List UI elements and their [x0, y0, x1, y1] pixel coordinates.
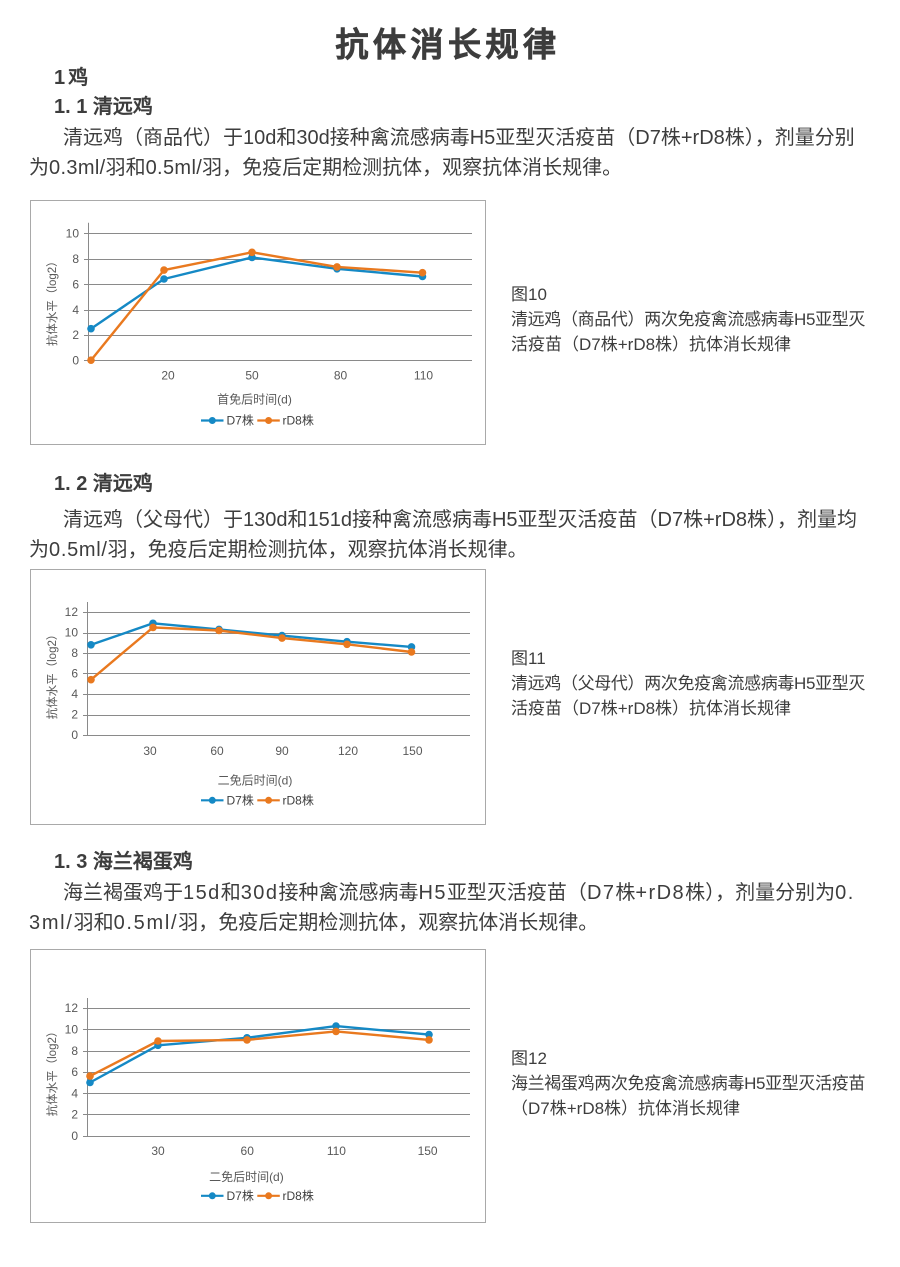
svg-text:6: 6: [71, 667, 78, 681]
svg-text:0: 0: [71, 728, 78, 742]
svg-text:80: 80: [334, 369, 348, 383]
svg-text:2: 2: [72, 328, 79, 342]
svg-text:4: 4: [72, 303, 79, 317]
svg-text:0: 0: [72, 354, 79, 368]
svg-text:rD8株: rD8株: [283, 793, 314, 808]
svg-text:120: 120: [338, 744, 358, 758]
svg-text:首免后时间(d): 首免后时间(d): [217, 392, 292, 407]
svg-text:10: 10: [65, 626, 79, 640]
svg-text:8: 8: [71, 1044, 78, 1058]
svg-text:50: 50: [245, 369, 259, 383]
svg-text:8: 8: [71, 646, 78, 660]
svg-text:12: 12: [65, 1001, 79, 1015]
svg-text:30: 30: [143, 744, 157, 758]
svg-text:0: 0: [71, 1129, 78, 1143]
svg-text:6: 6: [71, 1065, 78, 1079]
svg-text:90: 90: [275, 744, 289, 758]
svg-text:rD8株: rD8株: [283, 1188, 314, 1203]
svg-text:60: 60: [241, 1144, 255, 1158]
svg-text:150: 150: [402, 744, 422, 758]
svg-text:110: 110: [327, 1144, 346, 1158]
svg-text:D7株: D7株: [227, 1188, 254, 1203]
svg-text:2: 2: [71, 1108, 78, 1122]
svg-text:rD8株: rD8株: [283, 413, 314, 428]
svg-text:D7株: D7株: [227, 413, 254, 428]
svg-text:二免后时间(d): 二免后时间(d): [218, 773, 293, 788]
svg-text:10: 10: [66, 226, 80, 240]
svg-text:6: 6: [72, 277, 79, 291]
svg-text:110: 110: [414, 369, 433, 383]
svg-text:20: 20: [161, 369, 175, 383]
svg-text:30: 30: [151, 1144, 165, 1158]
svg-text:抗体水平（log2）: 抗体水平（log2）: [45, 255, 59, 346]
svg-text:抗体水平（log2）: 抗体水平（log2）: [45, 1026, 59, 1117]
svg-text:60: 60: [210, 744, 224, 758]
svg-text:抗体水平（log2）: 抗体水平（log2）: [45, 629, 59, 720]
svg-text:12: 12: [65, 605, 79, 619]
svg-text:8: 8: [72, 252, 79, 266]
svg-text:二免后时间(d): 二免后时间(d): [209, 1169, 284, 1184]
svg-text:2: 2: [71, 708, 78, 722]
svg-text:10: 10: [65, 1023, 79, 1037]
svg-text:4: 4: [71, 687, 78, 701]
svg-text:D7株: D7株: [227, 793, 254, 808]
svg-text:150: 150: [418, 1144, 438, 1158]
svg-text:4: 4: [71, 1086, 78, 1100]
